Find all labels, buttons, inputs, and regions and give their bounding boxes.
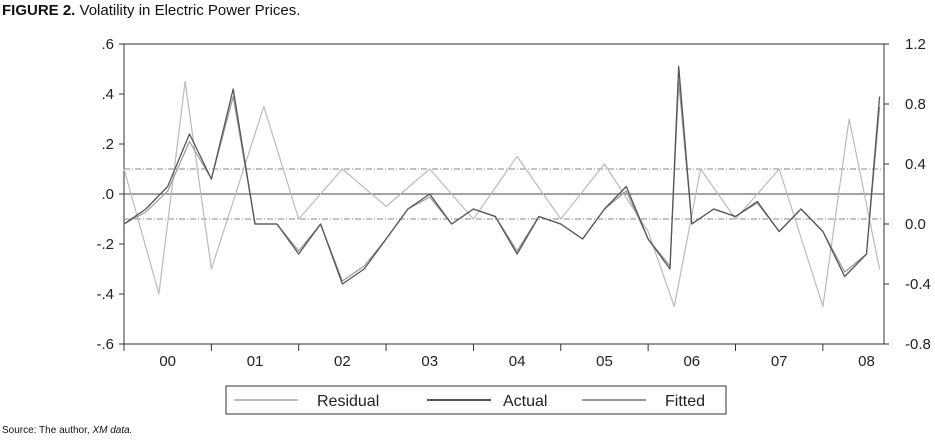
source-prefix: Source: The author, <box>2 425 93 436</box>
left-axis-tick-label: .0 <box>101 186 114 203</box>
x-axis-tick-label: 05 <box>596 353 613 370</box>
series-line-actual <box>123 65 881 285</box>
right-axis-tick-label: 0.8 <box>905 96 926 113</box>
x-axis-tick-label: 06 <box>683 353 700 370</box>
figure-title-prefix: FIGURE 2. <box>2 2 76 19</box>
legend-label-actual: Actual <box>503 393 547 410</box>
left-axis-tick-label: .2 <box>101 136 114 153</box>
legend-label-fitted: Fitted <box>665 393 705 410</box>
left-axis-tick-label: .6 <box>101 36 114 53</box>
left-axis-tick-label: -.6 <box>96 336 114 353</box>
legend-label-residual: Residual <box>317 393 379 410</box>
figure-title-text: Volatility in Electric Power Prices. <box>75 2 301 19</box>
x-axis-tick-label: 01 <box>247 353 264 370</box>
left-axis-tick-label: -.2 <box>96 236 114 253</box>
x-axis-tick-label: 07 <box>771 353 788 370</box>
figure-title: FIGURE 2. Volatility in Electric Power P… <box>2 2 300 19</box>
x-axis-tick-label: 04 <box>509 353 526 370</box>
right-axis-tick-label: -0.8 <box>905 336 931 353</box>
left-axis-tick-label: .4 <box>101 86 114 103</box>
right-axis-tick-label: -0.4 <box>905 276 931 293</box>
right-axis-tick-label: 1.2 <box>905 36 926 53</box>
source-italic: XM data. <box>92 425 133 436</box>
x-axis-tick-label: 03 <box>421 353 438 370</box>
right-axis-tick-label: 0.0 <box>905 216 926 233</box>
x-axis-tick-label: 02 <box>334 353 351 370</box>
x-axis-tick-label: 08 <box>858 353 875 370</box>
series-line-residual <box>123 80 881 308</box>
x-axis-tick-label: 00 <box>159 353 176 370</box>
source-note: Source: The author, XM data. <box>2 425 132 436</box>
right-axis-tick-label: 0.4 <box>905 156 926 173</box>
left-axis-tick-label: -.4 <box>96 286 114 303</box>
